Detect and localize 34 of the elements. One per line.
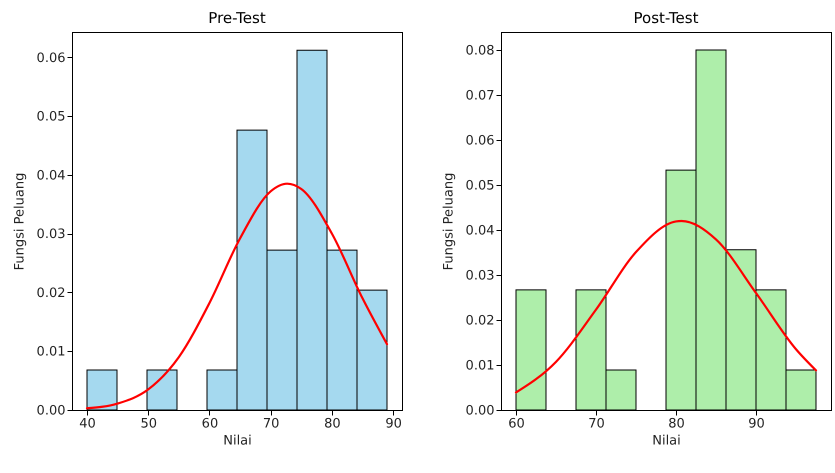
y-tick-label: 0.04 [466, 224, 494, 238]
y-tick-label: 0.00 [36, 404, 66, 418]
y-tick-label: 0.06 [36, 50, 66, 66]
chart-title: Post-Test [634, 9, 699, 27]
y-axis-title: Fungsi Peluang [12, 172, 28, 270]
y-tick-label: 0.05 [36, 110, 66, 125]
y-tick-label: 0.03 [36, 227, 66, 242]
x-tick-label: 90 [385, 416, 402, 432]
x-tick-label: 70 [588, 416, 605, 432]
y-tick-label: 0.01 [36, 344, 66, 360]
x-tick-label: 60 [202, 416, 218, 432]
chart-title: Pre-Test [208, 9, 266, 27]
y-tick-label: 0.04 [36, 168, 66, 184]
y-tick-label: 0.02 [466, 314, 494, 328]
x-tick-label: 80 [324, 416, 341, 432]
line-series [86, 182, 388, 410]
y-tick-label: 0.01 [466, 358, 494, 374]
x-tick-label: 40 [79, 416, 96, 432]
x-tick-label: 80 [668, 416, 685, 432]
y-tick-label: 0.06 [466, 134, 494, 148]
y-tick-label: 0.07 [466, 88, 494, 104]
x-tick-label: 70 [262, 416, 280, 432]
line-series [514, 220, 818, 394]
y-tick-label: 0.05 [466, 178, 494, 194]
y-tick-label: 0.03 [466, 268, 494, 284]
x-tick-label: 60 [508, 416, 525, 432]
x-axis-title: Nilai [223, 434, 252, 448]
x-tick-label: 90 [748, 416, 765, 432]
y-tick-label: 0.02 [36, 286, 66, 301]
y-tick-label: 0.08 [466, 44, 494, 58]
y-axis-title: Fungsi Peluang [442, 172, 457, 270]
x-axis-title: Nilai [652, 434, 681, 448]
x-tick-label: 50 [140, 416, 157, 432]
y-tick-label: 0.00 [466, 404, 494, 418]
